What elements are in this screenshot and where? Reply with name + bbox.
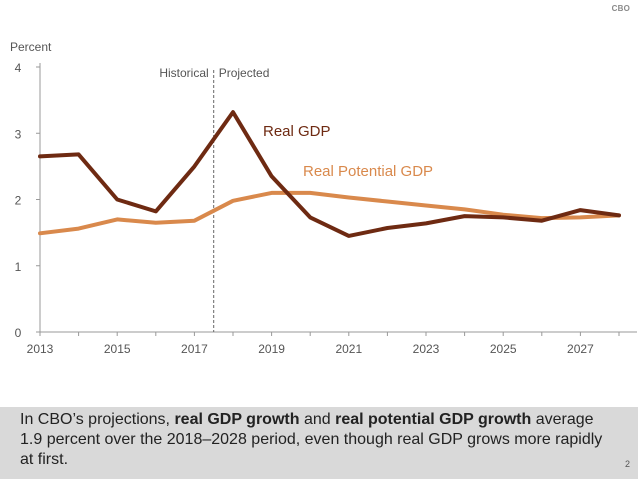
x-tick-label: 2025 <box>490 342 517 356</box>
historical-label: Historical <box>159 66 208 80</box>
page-number: 2 <box>624 459 630 469</box>
series-label-real-potential-gdp: Real Potential GDP <box>303 163 433 180</box>
y-tick-label: 3 <box>15 127 22 141</box>
y-tick-label: 1 <box>15 260 22 274</box>
series-line-real-potential-gdp <box>38 190 621 236</box>
caption-text-1: In CBO’s projections, <box>20 411 175 428</box>
caption-bold-real-gdp: real GDP growth <box>174 411 300 428</box>
y-axis-label: Percent <box>10 40 52 54</box>
x-tick-label: 2015 <box>104 342 131 356</box>
caption-text: In CBO’s projections, real GDP growth an… <box>20 410 606 470</box>
series-line-real-gdp <box>38 110 621 238</box>
projected-label: Projected <box>219 66 270 80</box>
caption-bold-potential-gdp: real potential GDP growth <box>335 411 532 428</box>
chart-axes: 0 1 2 3 4 2013 2015 2017 2019 2021 2023 2025 2027 <box>15 61 637 356</box>
y-tick-label: 0 <box>15 326 22 340</box>
gdp-growth-chart: Percent 0 1 2 3 4 2013 2015 2017 2019 2021 2023 202… <box>10 40 637 356</box>
caption-box: In CBO’s projections, real GDP growth an… <box>0 407 638 479</box>
x-tick-label: 2021 <box>335 342 362 356</box>
cbo-logo: CBO <box>611 4 630 13</box>
x-tick-label: 2013 <box>27 342 54 356</box>
caption-text-3: average 1.9 percent over the 2018–2028 p… <box>20 411 603 468</box>
x-tick-label: 2027 <box>567 342 594 356</box>
y-tick-label: 4 <box>15 61 22 75</box>
historical-projected-divider: Historical Projected <box>159 66 269 332</box>
x-tick-label: 2019 <box>258 342 285 356</box>
series-label-real-gdp: Real GDP <box>263 123 331 140</box>
series-lines <box>38 110 621 238</box>
x-tick-label: 2017 <box>181 342 208 356</box>
x-tick-label: 2023 <box>413 342 440 356</box>
y-tick-label: 2 <box>15 194 22 208</box>
caption-text-2: and <box>299 411 336 428</box>
